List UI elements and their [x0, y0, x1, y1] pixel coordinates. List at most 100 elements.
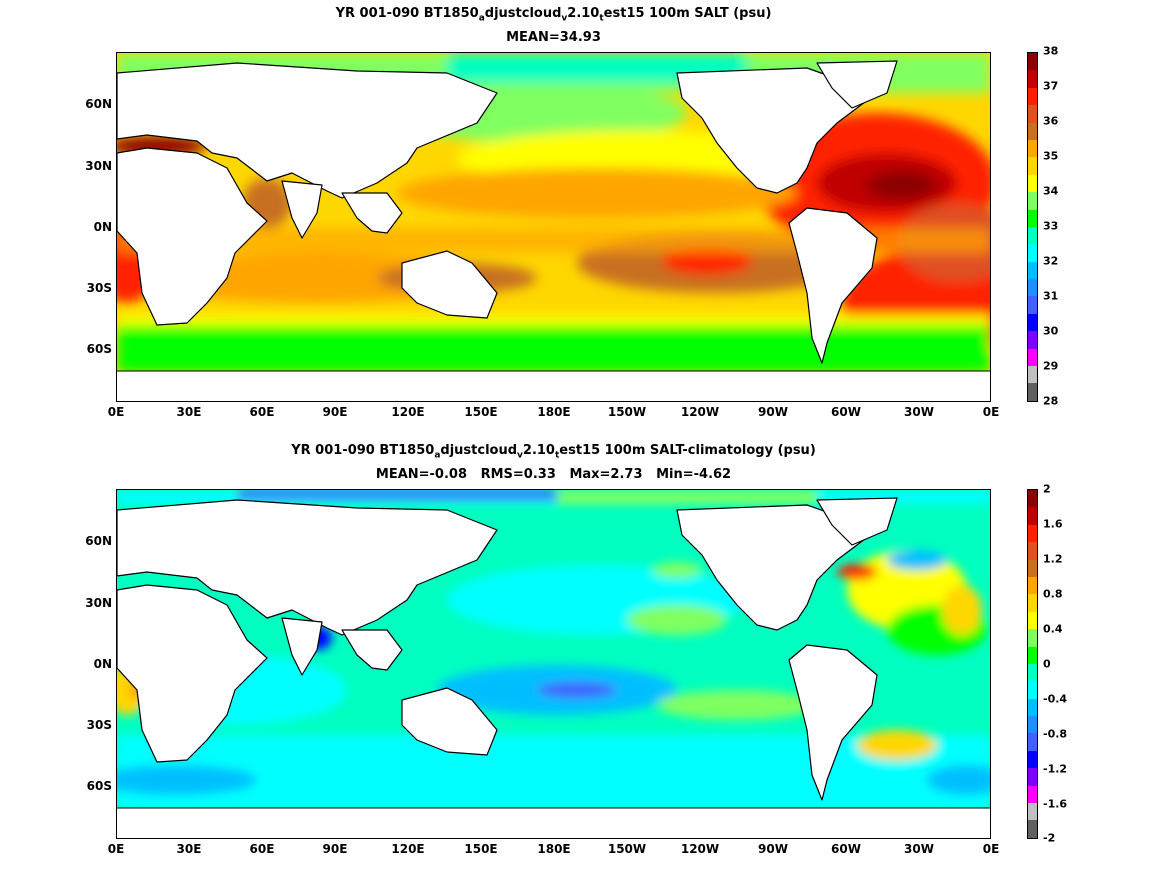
x-tick: 150W	[607, 842, 647, 856]
colorbar-swatch	[1028, 576, 1037, 595]
x-tick: 60W	[831, 405, 861, 419]
colorbar-tick: 1.6	[1043, 517, 1063, 531]
x-tick: 90E	[322, 842, 348, 856]
y-tick: 30S	[86, 281, 112, 295]
colorbar-swatch	[1028, 785, 1037, 804]
colorbar-swatch	[1028, 663, 1037, 682]
colorbar-tick: 35	[1043, 149, 1059, 163]
colorbar-swatch	[1028, 559, 1037, 577]
y-tick: 60S	[86, 779, 112, 793]
chart-title: YR 001-090 BT1850adjustcloudv2.10test15 …	[335, 6, 772, 24]
colorbar-swatch	[1028, 70, 1037, 88]
chart-subtitle: MEAN=-0.08 RMS=0.33 Max=2.73 Min=-4.62	[375, 467, 732, 482]
seasia-land	[341, 629, 403, 671]
colorbar-tick: 34	[1043, 184, 1059, 198]
x-tick: 180E	[537, 842, 571, 856]
africa-land	[117, 147, 268, 326]
x-tick: 60E	[249, 405, 275, 419]
x-tick: 120E	[391, 842, 425, 856]
colorbar-swatch	[1028, 366, 1037, 384]
x-tick: 150E	[464, 842, 498, 856]
colorbar-swatch	[1028, 803, 1037, 821]
y-tick: 30N	[85, 159, 112, 173]
x-tick: 150E	[464, 405, 498, 419]
colorbar-tick: -2	[1043, 831, 1056, 845]
x-tick: 90W	[758, 405, 788, 419]
colorbar-swatch	[1028, 768, 1037, 786]
colorbar-swatch	[1028, 174, 1037, 193]
y-tick: 30S	[86, 718, 112, 732]
colorbar	[1027, 52, 1038, 402]
colorbar-tick: 32	[1043, 254, 1059, 268]
colorbar-swatch	[1028, 681, 1037, 699]
chart-subtitle: MEAN=34.93	[506, 30, 601, 45]
colorbar-tick: -0.4	[1043, 692, 1068, 706]
x-tick: 30W	[904, 405, 934, 419]
india-land	[281, 180, 323, 239]
colorbar	[1027, 489, 1038, 839]
india-land	[281, 617, 323, 676]
colorbar-swatch	[1028, 53, 1037, 71]
colorbar-swatch	[1028, 244, 1037, 262]
colorbar-tick: 36	[1043, 114, 1059, 128]
colorbar-swatch	[1028, 261, 1037, 280]
colorbar-tick: 37	[1043, 79, 1059, 93]
x-tick: 0E	[107, 842, 125, 856]
colorbar-swatch	[1028, 226, 1037, 245]
x-tick: 0E	[982, 842, 1000, 856]
colorbar-swatch	[1028, 279, 1037, 297]
colorbar-swatch	[1028, 209, 1037, 227]
africa-land	[117, 584, 268, 763]
colorbar-swatch	[1028, 611, 1037, 630]
colorbar-tick: 30	[1043, 324, 1059, 338]
colorbar-swatch	[1028, 716, 1037, 734]
colorbar-swatch	[1028, 629, 1037, 647]
colorbar-swatch	[1028, 820, 1037, 838]
chart-title: YR 001-090 BT1850adjustcloudv2.10test15 …	[291, 443, 816, 461]
x-tick: 120W	[680, 405, 720, 419]
x-tick: 120W	[680, 842, 720, 856]
x-tick: 0E	[107, 405, 125, 419]
colorbar-swatch	[1028, 105, 1037, 123]
colorbar-swatch	[1028, 313, 1037, 332]
colorbar-swatch	[1028, 87, 1037, 106]
colorbar-tick: -0.8	[1043, 727, 1068, 741]
colorbar-tick: 0.4	[1043, 622, 1063, 636]
y-tick: 0N	[93, 220, 112, 234]
colorbar-swatch	[1028, 348, 1037, 367]
colorbar-swatch	[1028, 139, 1037, 158]
eurasia-land	[117, 499, 498, 636]
colorbar-swatch	[1028, 383, 1037, 401]
colorbar-swatch	[1028, 296, 1037, 314]
colorbar-tick: 0	[1043, 657, 1051, 671]
y-tick: 60N	[85, 534, 112, 548]
colorbar-tick: 0.8	[1043, 587, 1063, 601]
colorbar-swatch	[1028, 331, 1037, 349]
salinity-anomaly-map	[116, 489, 991, 839]
colorbar-swatch	[1028, 750, 1037, 769]
colorbar-tick: 38	[1043, 44, 1059, 58]
x-tick: 150W	[607, 405, 647, 419]
colorbar-swatch	[1028, 192, 1037, 210]
salinity-map	[116, 52, 991, 402]
colorbar-tick: 28	[1043, 394, 1059, 408]
eurasia-land	[117, 62, 498, 199]
x-tick: 90E	[322, 405, 348, 419]
colorbar-swatch	[1028, 524, 1037, 543]
colorbar-tick: -1.6	[1043, 797, 1068, 811]
south-america-land	[788, 644, 878, 801]
colorbar-swatch	[1028, 157, 1037, 175]
y-tick: 0N	[93, 657, 112, 671]
greenland-land	[816, 497, 898, 546]
colorbar-tick: 31	[1043, 289, 1059, 303]
south-america-land	[788, 207, 878, 364]
colorbar-tick: 33	[1043, 219, 1059, 233]
colorbar-tick: -1.2	[1043, 762, 1068, 776]
colorbar-tick: 2	[1043, 482, 1051, 496]
x-tick: 60W	[831, 842, 861, 856]
colorbar-swatch	[1028, 698, 1037, 717]
colorbar-swatch	[1028, 507, 1037, 525]
seasia-land	[341, 192, 403, 234]
colorbar-swatch	[1028, 646, 1037, 664]
y-tick: 60N	[85, 97, 112, 111]
